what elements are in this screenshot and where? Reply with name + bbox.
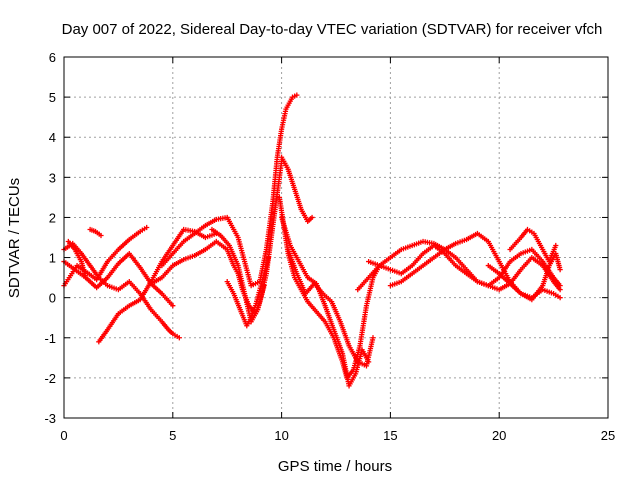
x-tick-label: 15: [383, 428, 397, 443]
series-track-k: [279, 154, 315, 225]
data-point: [144, 224, 150, 231]
data-point: [553, 242, 559, 249]
data-point: [557, 287, 563, 293]
y-axis-title: SDTVAR / TECUs: [6, 178, 23, 298]
data-point: [176, 335, 182, 341]
x-tick-label: 0: [60, 428, 67, 443]
data-point: [309, 214, 315, 221]
chart-title: Day 007 of 2022, Sidereal Day-to-day VTE…: [62, 21, 603, 38]
data-points: [61, 92, 563, 389]
series-track-g: [159, 92, 300, 289]
data-point: [557, 266, 563, 273]
y-tick-label: 5: [49, 90, 56, 105]
y-tick-label: 3: [49, 170, 56, 185]
series-track-n: [285, 246, 376, 369]
plot-frame: [63, 56, 609, 419]
series-track-d: [87, 226, 104, 239]
data-point: [370, 335, 376, 341]
y-tick-label: 0: [49, 291, 56, 306]
x-tick-label: 5: [169, 428, 176, 443]
series-track-i: [209, 226, 267, 325]
x-tick-label: 10: [274, 428, 288, 443]
x-tick-label: 25: [601, 428, 615, 443]
series-track-q: [387, 230, 563, 301]
x-tick-label: 20: [492, 428, 506, 443]
y-tick-label: 6: [49, 50, 56, 65]
axis-ticks: 0 5 10 15 20 25 -3 -2 -1 0 1 2 3 4 5 6: [44, 50, 615, 443]
data-point: [170, 303, 176, 309]
series-track-s: [507, 226, 559, 265]
data-point: [294, 92, 300, 98]
series-track-j: [224, 254, 272, 329]
y-tick-label: -3: [44, 411, 56, 426]
grid-lines: [64, 57, 608, 418]
y-tick-label: -2: [44, 371, 56, 386]
data-point: [557, 295, 563, 301]
y-tick-label: 2: [49, 210, 56, 225]
series-track-a: [61, 240, 182, 341]
data-point: [98, 232, 104, 239]
y-tick-label: -1: [44, 331, 56, 346]
data-point: [265, 254, 272, 261]
y-tick-label: 1: [49, 251, 56, 266]
data-point: [83, 275, 89, 281]
series-track-l: [276, 194, 383, 381]
y-tick-label: 4: [49, 130, 56, 145]
series-track-e: [65, 238, 89, 281]
x-axis-title: GPS time / hours: [278, 458, 392, 475]
